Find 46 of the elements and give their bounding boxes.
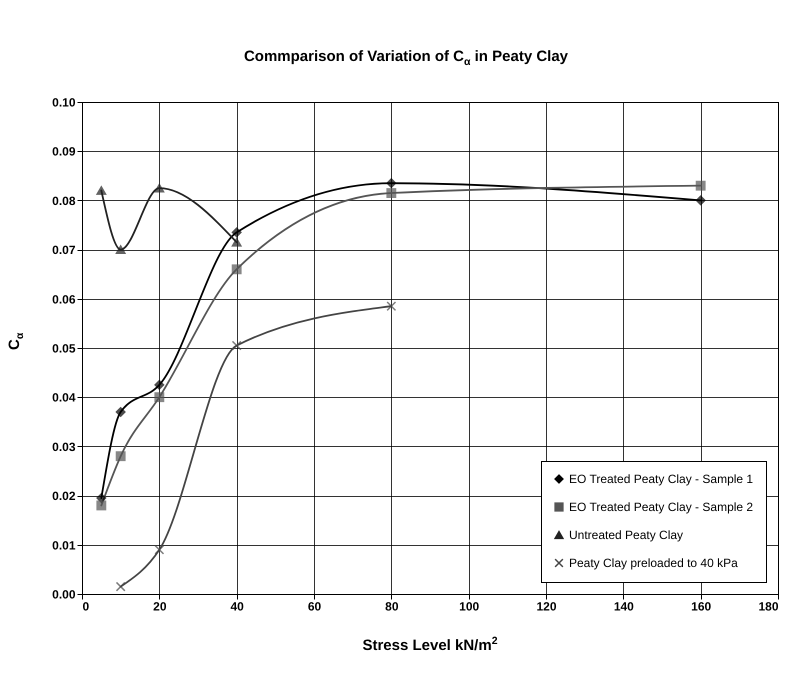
- point: [116, 407, 126, 417]
- y-tick-label: 0.04: [52, 390, 76, 405]
- chart-title: Commparison of Variation of C$_{α}$ in Peaty Clay: [242, 48, 570, 68]
- point: [232, 340, 242, 350]
- point: [386, 301, 396, 312]
- x-axis-title: Stress Level kN/m$^{2}$: [361, 635, 499, 654]
- point: [386, 188, 396, 198]
- point: [116, 245, 126, 254]
- y-tick-label: 0.08: [52, 194, 76, 208]
- point: [96, 186, 106, 195]
- x-tick-label: 40: [230, 600, 244, 614]
- x-tick-label: 160: [691, 600, 712, 614]
- x-tick-label: 60: [308, 600, 322, 614]
- x-tick-label: 20: [153, 600, 167, 614]
- y-tick-label: 0.02: [52, 489, 76, 504]
- point: [154, 184, 164, 192]
- x-tick-label: 80: [385, 600, 399, 614]
- point: [696, 195, 706, 206]
- legend-label: EO Treated Peaty Clay - Sample 1: [569, 472, 754, 486]
- point: [696, 180, 706, 191]
- legend-label: EO Treated Peaty Clay - Sample 2: [569, 500, 754, 514]
- point: [116, 582, 126, 592]
- point: [154, 380, 164, 390]
- legend-label: Peaty Clay preloaded to 40 kPa: [569, 556, 738, 570]
- point: [232, 227, 242, 238]
- point: [96, 500, 106, 510]
- y-tick-label: 0.00: [52, 588, 76, 602]
- y-tick-label: 0.09: [52, 144, 76, 159]
- y-tick-label: 0.07: [52, 243, 76, 258]
- y-tick-label: 0.01: [52, 538, 76, 552]
- x-tick-label: 100: [459, 600, 480, 614]
- point: [386, 178, 396, 188]
- x-tick-label: 140: [614, 600, 634, 614]
- x-tick-label: 180: [758, 600, 779, 614]
- point: [116, 451, 126, 462]
- legend-label: Untreated Peaty Clay: [569, 528, 684, 542]
- point: [154, 392, 164, 402]
- y-tick-label: 0.05: [52, 342, 76, 356]
- x-tick-label: 0: [82, 600, 90, 614]
- y-tick-label: 0.03: [52, 440, 76, 454]
- point: [232, 238, 242, 247]
- x-tick-label: 120: [536, 600, 557, 614]
- point: [154, 544, 164, 555]
- y-tick-label: 0.06: [52, 292, 76, 306]
- y-tick-label: 0.10: [52, 96, 76, 110]
- point: [232, 264, 242, 274]
